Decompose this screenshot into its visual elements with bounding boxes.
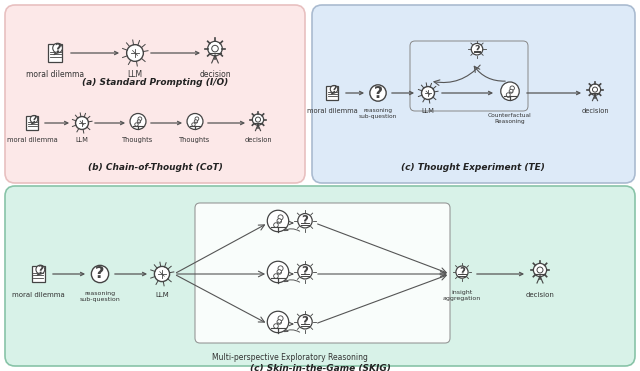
Text: reasoning
sub-question: reasoning sub-question — [79, 291, 120, 302]
Circle shape — [274, 223, 278, 227]
Circle shape — [274, 324, 278, 328]
Circle shape — [589, 84, 600, 95]
Circle shape — [127, 45, 143, 61]
Circle shape — [212, 45, 218, 52]
Circle shape — [255, 117, 260, 122]
Circle shape — [187, 114, 203, 129]
Text: ?: ? — [301, 315, 308, 328]
Circle shape — [130, 114, 146, 129]
Circle shape — [268, 210, 289, 232]
Text: ?: ? — [37, 265, 44, 275]
Circle shape — [274, 274, 278, 278]
Circle shape — [298, 315, 312, 329]
Circle shape — [277, 270, 282, 274]
Circle shape — [506, 93, 510, 97]
Text: LLM: LLM — [76, 137, 88, 143]
Text: LLM: LLM — [127, 70, 143, 79]
Circle shape — [192, 123, 195, 126]
Text: ?: ? — [95, 266, 105, 282]
Text: ?: ? — [332, 85, 337, 94]
Text: moral dilemma: moral dilemma — [307, 108, 357, 114]
Circle shape — [268, 261, 289, 283]
Circle shape — [278, 316, 283, 321]
Circle shape — [137, 120, 141, 123]
Text: (a) Standard Prompting (I/O): (a) Standard Prompting (I/O) — [82, 78, 228, 87]
Text: (c) Thought Experiment (TE): (c) Thought Experiment (TE) — [401, 163, 545, 172]
Circle shape — [422, 86, 435, 99]
Polygon shape — [31, 122, 35, 124]
Circle shape — [36, 265, 45, 274]
Circle shape — [30, 115, 38, 123]
Circle shape — [456, 266, 468, 278]
Text: (c) Skin-in-the-Game (SKIG): (c) Skin-in-the-Game (SKIG) — [250, 364, 390, 371]
Polygon shape — [331, 92, 335, 95]
Text: Thoughts: Thoughts — [179, 137, 211, 143]
Circle shape — [500, 82, 519, 101]
Circle shape — [208, 41, 222, 56]
Circle shape — [195, 117, 199, 121]
Circle shape — [135, 123, 138, 126]
Circle shape — [509, 89, 513, 93]
Text: ?: ? — [474, 45, 480, 54]
Text: moral dilemma: moral dilemma — [6, 137, 58, 143]
Text: decision: decision — [199, 70, 231, 79]
Text: moral dilemma: moral dilemma — [26, 70, 84, 79]
Circle shape — [252, 114, 264, 125]
Text: decision: decision — [244, 137, 272, 143]
Text: decision: decision — [525, 292, 554, 298]
Bar — [48, 44, 62, 62]
Circle shape — [593, 87, 598, 92]
Bar — [31, 266, 45, 282]
FancyBboxPatch shape — [312, 5, 635, 183]
Text: ?: ? — [301, 214, 308, 227]
Circle shape — [76, 116, 88, 129]
Circle shape — [298, 265, 312, 279]
Text: ?: ? — [374, 85, 383, 101]
Circle shape — [533, 263, 547, 277]
FancyBboxPatch shape — [5, 5, 305, 183]
Text: moral dilemma: moral dilemma — [12, 292, 65, 298]
Text: ?: ? — [301, 265, 308, 278]
Circle shape — [471, 43, 483, 55]
Circle shape — [268, 311, 289, 333]
Circle shape — [278, 266, 283, 271]
Circle shape — [277, 219, 282, 223]
Circle shape — [52, 43, 63, 53]
Circle shape — [537, 267, 543, 273]
Circle shape — [277, 320, 282, 324]
Text: insight
aggregation: insight aggregation — [443, 290, 481, 301]
Text: ?: ? — [459, 267, 465, 277]
Bar — [26, 116, 38, 130]
Text: (b) Chain-of-Thought (CoT): (b) Chain-of-Thought (CoT) — [88, 163, 223, 172]
Circle shape — [370, 85, 386, 101]
FancyBboxPatch shape — [195, 203, 450, 343]
Text: LLM: LLM — [422, 108, 435, 114]
Circle shape — [154, 266, 170, 282]
FancyBboxPatch shape — [5, 186, 635, 366]
Text: reasoning
sub-question: reasoning sub-question — [359, 108, 397, 119]
Circle shape — [195, 120, 198, 123]
Text: ?: ? — [54, 42, 61, 55]
Circle shape — [330, 85, 338, 93]
Polygon shape — [54, 52, 58, 55]
Circle shape — [138, 117, 142, 121]
Text: Counterfactual
Reasoning: Counterfactual Reasoning — [488, 113, 532, 124]
Text: LLM: LLM — [155, 292, 169, 298]
Circle shape — [298, 214, 312, 228]
Text: ?: ? — [31, 115, 36, 124]
Polygon shape — [37, 273, 41, 276]
Text: Thoughts: Thoughts — [122, 137, 154, 143]
Circle shape — [278, 215, 283, 220]
Circle shape — [510, 86, 515, 91]
Circle shape — [92, 265, 109, 283]
Text: decision: decision — [581, 108, 609, 114]
Bar — [326, 86, 337, 100]
Text: Multi-perspective Exploratory Reasoning: Multi-perspective Exploratory Reasoning — [212, 353, 368, 362]
